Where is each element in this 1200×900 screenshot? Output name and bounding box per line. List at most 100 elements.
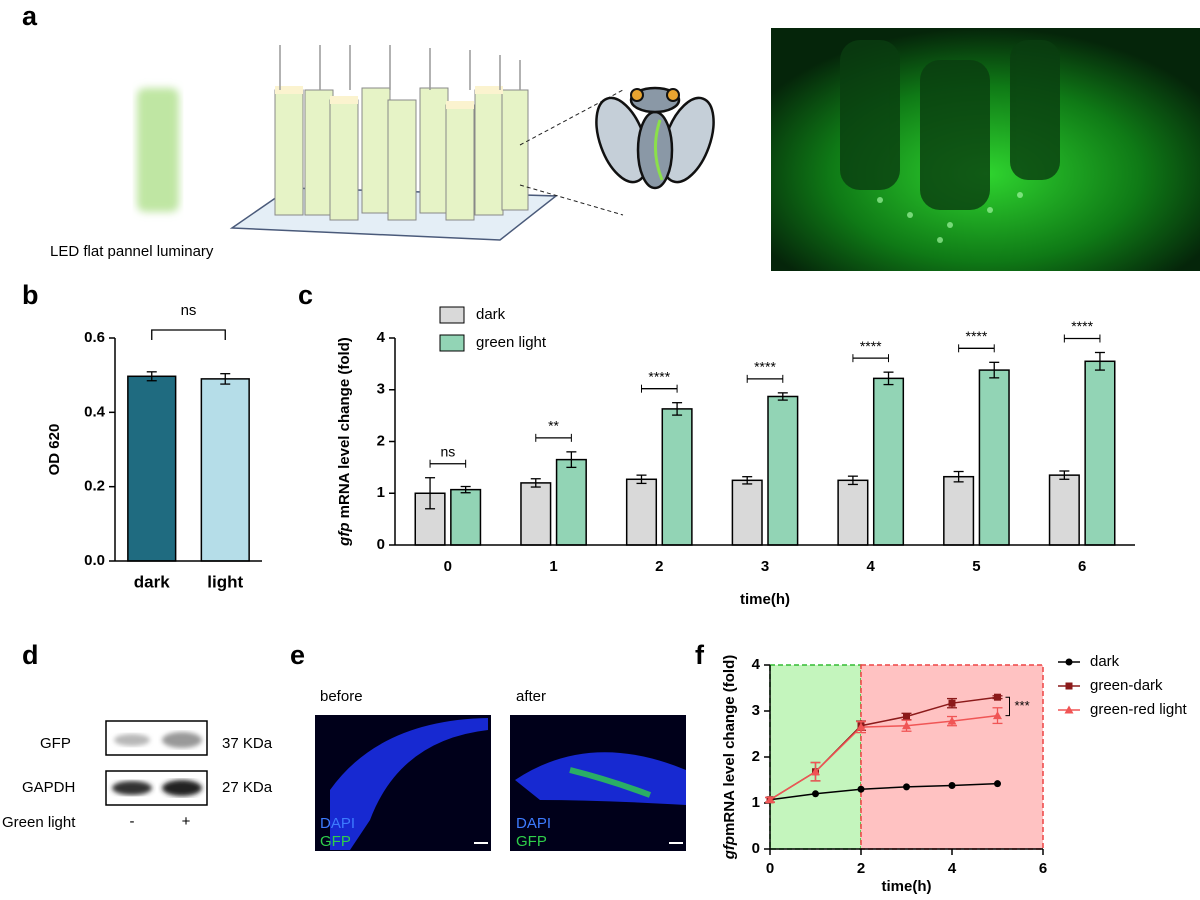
significance-label: **** [860,338,882,354]
bar [127,375,177,562]
marker [765,795,775,804]
legend-label: dark [476,306,506,323]
y-tick-label: 0.4 [84,403,106,420]
significance-label: **** [1071,318,1093,334]
bar [978,369,1010,546]
legend-label: dark [1090,653,1120,670]
bar [625,478,658,546]
bar [1084,360,1116,546]
bar [661,408,693,546]
bar [1048,474,1080,546]
x-tick-label: 1 [549,558,557,575]
marker [994,780,1001,788]
marker [857,785,865,793]
bar [731,479,763,546]
legend-swatch [439,334,465,352]
region [860,664,1044,850]
significance-label: ns [181,302,197,319]
y-tick-label: 1 [377,484,385,501]
error-bar [530,478,541,488]
y-tick-label: 4 [752,656,761,673]
bar [450,488,482,546]
significance-label: ns [440,443,455,459]
bar [872,377,905,546]
y-axis-label: gfp mRNA level change (fold) [336,337,353,547]
error-bar [847,475,858,486]
image-title: after [516,688,546,705]
x-tick-label: 6 [1039,860,1047,877]
significance-bracket [151,329,226,340]
bar [767,395,799,546]
blot [105,720,208,806]
marker [948,782,956,790]
micrograph [315,715,686,851]
x-tick-label: dark [134,572,170,591]
y-tick-label: 3 [377,381,385,398]
marker [812,790,819,798]
marker [993,711,1002,720]
error-bar [146,371,157,382]
bar [520,482,552,546]
marker [856,722,866,731]
panel-letter: f [695,640,705,670]
panel-letter: a [22,1,38,31]
significance-bracket [1005,696,1010,717]
marker [948,699,956,707]
lane-label: + [182,813,191,830]
legend-swatch [439,306,465,324]
marker [903,713,910,721]
bar [837,479,869,546]
y-tick-label: 0 [377,536,385,553]
error-bar [777,392,788,401]
y-axis-label: OD 620 [46,424,63,476]
error-bar [953,470,964,483]
x-axis-label: time(h) [882,878,932,895]
y-tick-label: 0.6 [84,329,105,346]
marker [902,721,911,730]
y-axis-label-gene: gfp [721,836,738,860]
y-tick-label: 3 [752,702,760,719]
panel-letter: c [298,280,313,310]
y-axis-label-text: mRNA level change (fold) [721,655,738,836]
marker [947,716,957,725]
error-bar [989,361,1000,379]
error-bar [636,474,647,485]
panel-letter: b [22,280,39,310]
error-bar [672,402,683,416]
y-tick-label: 0.0 [84,552,105,569]
illustration [137,28,1200,271]
marker [1064,705,1074,714]
error-bar [883,371,894,386]
stain-label: DAPI [320,815,355,832]
significance-label: **** [754,359,776,375]
series-line [769,782,998,801]
y-axis-label-text: mRNA level change (fold) [336,337,353,522]
y-tick-label: 1 [752,794,760,811]
legend-label: green light [476,334,547,351]
error-bar [566,451,577,469]
marker [1065,682,1073,690]
bar [943,475,975,546]
y-tick-label: 2 [377,432,385,449]
marker [994,693,1001,701]
y-tick-label: 0 [752,840,760,857]
blot-size: 27 KDa [222,779,273,796]
y-axis-label-gene: gfp [336,522,353,546]
blot-label: GAPDH [22,779,75,796]
bar [200,378,250,562]
y-tick-label: 2 [752,748,760,765]
blot-condition: Green light [2,814,76,831]
y-tick-label: 4 [377,329,386,346]
stain-label: DAPI [516,815,551,832]
marker [811,767,820,776]
significance-label: **** [966,328,988,344]
x-tick-label: 0 [444,558,452,575]
error-bar [460,485,471,494]
significance-label: *** [1015,698,1030,713]
bar [555,458,587,546]
error-bar [1059,470,1070,480]
stain-label: GFP [320,833,351,850]
blot-label: GFP [40,735,71,752]
marker [903,783,910,791]
y-tick-label: 0.2 [84,478,105,495]
